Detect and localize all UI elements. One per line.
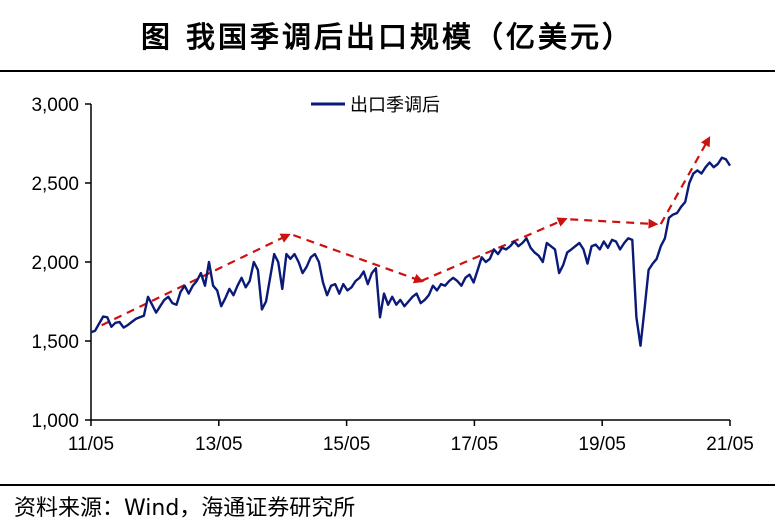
x-tick-label: 21/05 bbox=[706, 434, 754, 455]
y-tick-label: 2,500 bbox=[31, 174, 79, 195]
y-axis: 1,000 1,500 2,000 2,500 3,000 bbox=[31, 95, 92, 432]
x-tick-label: 19/05 bbox=[578, 434, 626, 455]
chart-title: 图 我国季调后出口规模（亿美元） bbox=[140, 20, 635, 54]
series-line-export bbox=[90, 156, 732, 347]
y-tick-label: 1,000 bbox=[31, 411, 79, 432]
x-tick-label: 17/05 bbox=[451, 434, 499, 455]
x-tick-label: 15/05 bbox=[323, 434, 371, 455]
x-axis: 11/05 13/05 15/05 17/05 19/05 21/05 bbox=[68, 419, 754, 455]
trend-arrow bbox=[570, 218, 659, 229]
title-bar: 图 我国季调后出口规模（亿美元） bbox=[0, 0, 775, 72]
trend-arrow bbox=[292, 234, 424, 284]
y-tick-label: 1,500 bbox=[31, 332, 79, 353]
legend-label: 出口季调后 bbox=[350, 95, 440, 116]
export-chart: 1,000 1,500 2,000 2,500 3,000 11/05 13/05 15/0… bbox=[31, 95, 754, 455]
trend-arrow bbox=[101, 233, 291, 327]
trend-arrows bbox=[101, 136, 711, 327]
footer-divider bbox=[0, 484, 775, 486]
trend-arrow bbox=[659, 136, 711, 225]
trend-arrow bbox=[420, 217, 568, 282]
source-note: 资料来源：Wind，海通证券研究所 bbox=[14, 496, 356, 521]
y-tick-label: 2,000 bbox=[31, 253, 79, 274]
x-tick-label: 13/05 bbox=[195, 434, 243, 455]
x-tick-label: 11/05 bbox=[68, 434, 114, 455]
y-tick-label: 3,000 bbox=[31, 95, 79, 116]
legend: 出口季调后 bbox=[311, 95, 440, 116]
